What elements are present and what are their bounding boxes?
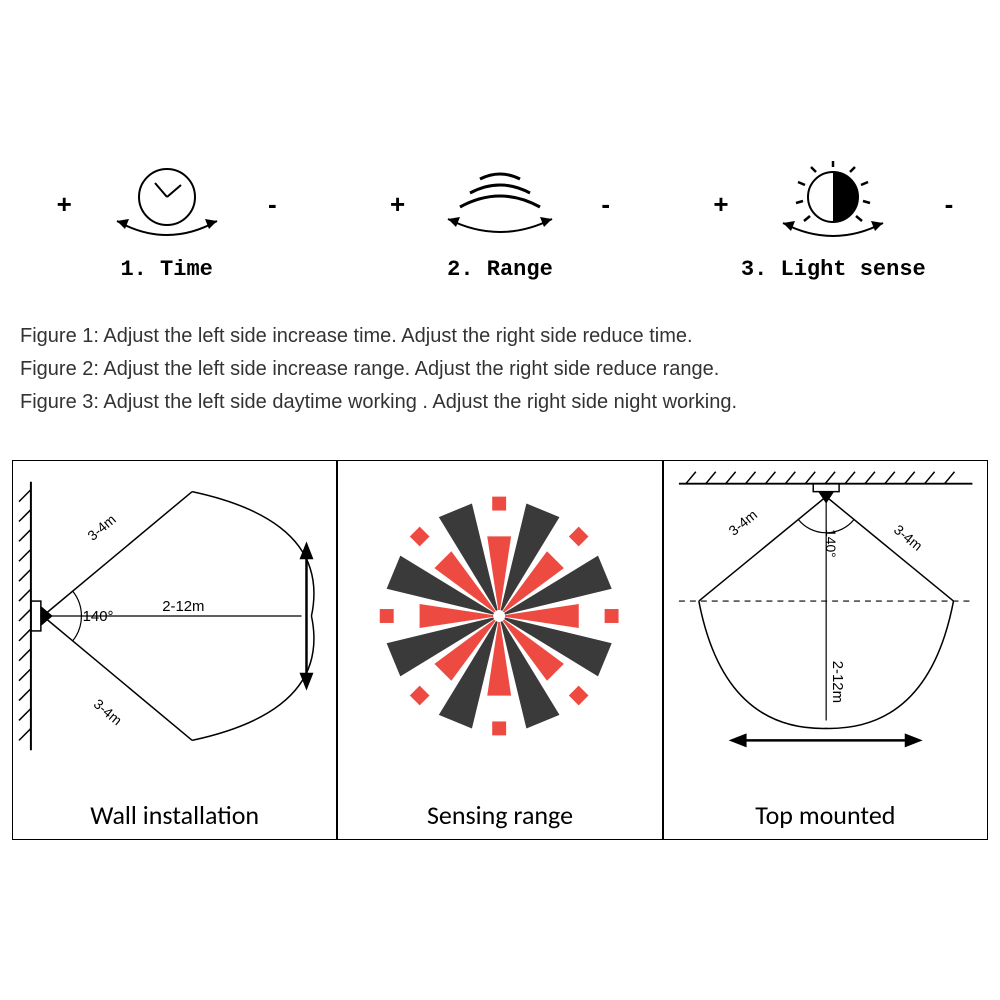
- wall-panel: 140° 2-12m 3-4m 3-4m Wall installation: [12, 460, 337, 840]
- range-text: 2-12m: [162, 598, 204, 615]
- time-label: 1. Time: [120, 257, 212, 282]
- range-label: 2. Range: [447, 257, 553, 282]
- minus-sign: -: [601, 189, 610, 220]
- minus-sign: -: [945, 189, 954, 220]
- sensing-diagram: [338, 461, 661, 771]
- desc-fig2: Figure 2: Adjust the left side increase …: [20, 358, 980, 381]
- side-right: 3-4m: [891, 521, 926, 553]
- wall-label: Wall installation: [13, 799, 336, 831]
- panels-row: 140° 2-12m 3-4m 3-4m Wall installation: [12, 460, 988, 840]
- descriptions: Figure 1: Adjust the left side increase …: [20, 325, 980, 424]
- lightsense-icon: [743, 159, 923, 249]
- plus-sign: +: [713, 189, 728, 220]
- sensing-panel: Sensing range: [337, 460, 662, 840]
- angle-text: 140°: [823, 529, 839, 558]
- lightsense-icon-block: +: [683, 159, 983, 282]
- sensing-label: Sensing range: [338, 799, 661, 831]
- plus-sign: +: [390, 189, 405, 220]
- minus-sign: -: [268, 189, 277, 220]
- side-bot: 3-4m: [91, 696, 126, 729]
- desc-fig1: Figure 1: Adjust the left side increase …: [20, 325, 980, 348]
- plus-sign: +: [57, 189, 72, 220]
- side-top: 3-4m: [84, 511, 119, 544]
- wall-diagram: 140° 2-12m 3-4m 3-4m: [13, 461, 336, 771]
- top-label: Top mounted: [664, 799, 987, 831]
- angle-text: 140°: [83, 608, 114, 625]
- icons-row: + - 1. Time +: [0, 140, 1000, 300]
- top-diagram: 140° 2-12m 3-4m 3-4m: [664, 461, 987, 771]
- range-icon: [410, 159, 590, 249]
- time-icon: [77, 159, 257, 249]
- range-icon-block: + - 2. Range: [350, 159, 650, 282]
- side-left: 3-4m: [725, 506, 760, 538]
- range-text: 2-12m: [829, 661, 846, 703]
- top-panel: 140° 2-12m 3-4m 3-4m Top mounted: [663, 460, 988, 840]
- lightsense-label: 3. Light sense: [741, 257, 926, 282]
- time-icon-block: + - 1. Time: [17, 159, 317, 282]
- desc-fig3: Figure 3: Adjust the left side daytime w…: [20, 391, 980, 414]
